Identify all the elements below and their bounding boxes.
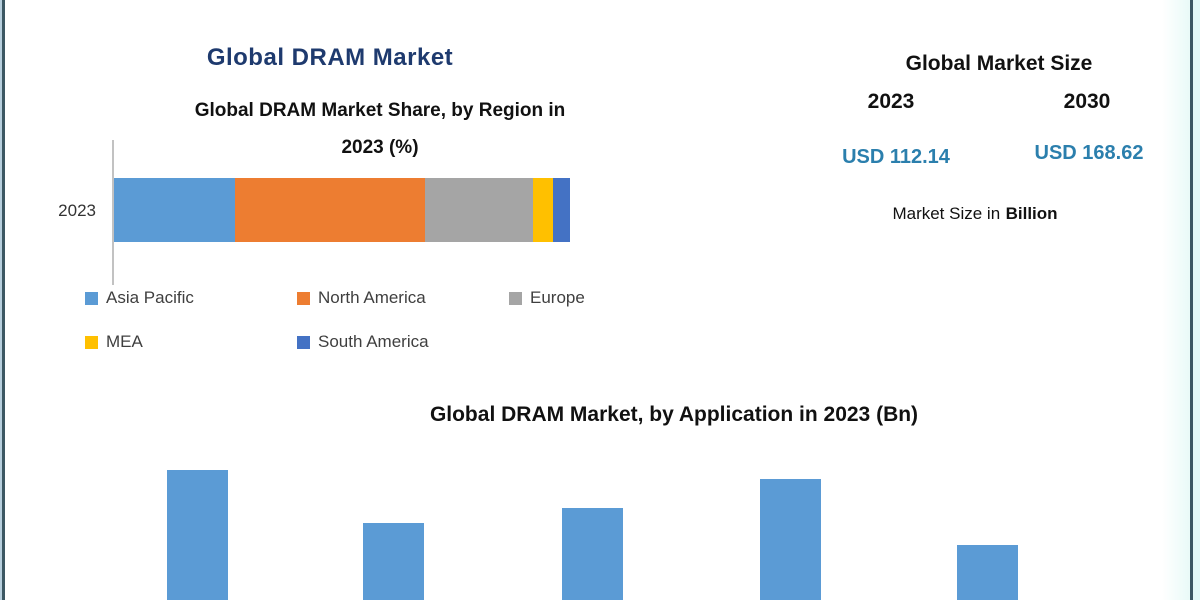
segment-south-america [553,178,570,242]
legend-label-north-america: North America [318,288,426,307]
market-size-footnote-prefix: Market Size in [892,204,1001,223]
application-chart-title: Global DRAM Market, by Application in 20… [429,403,919,426]
market-size-heading: Global Market Size [905,52,1093,75]
region-share-legend: Asia Pacific North America Europe MEA South … [85,288,625,352]
legend-item-mea: MEA [85,332,297,352]
application-bar-3 [562,508,623,600]
legend-item-asia-pacific: Asia Pacific [85,288,297,308]
market-size-footnote: Market Size in Billion [825,204,1125,224]
segment-north-america [234,178,425,242]
right-border-line [1190,0,1193,600]
legend-swatch-asia-pacific [85,291,98,305]
region-share-title-line1: Global DRAM Market Share, by Region in [194,100,566,121]
region-share-title-line2: 2023 (%) [341,137,419,158]
region-share-chart-title: Global DRAM Market Share, by Region in 2… [115,92,645,166]
application-bar-5 [957,545,1018,600]
segment-asia-pacific [114,178,235,242]
right-edge-fade [1162,0,1190,600]
market-size-value-2030: USD 168.62 [1034,142,1144,164]
application-bar-4 [760,479,821,600]
market-size-value-2023: USD 112.14 [842,146,950,168]
application-bar-1 [167,470,228,600]
segment-europe [424,178,534,242]
legend-item-europe: Europe [509,288,625,308]
region-share-y-axis [112,140,114,285]
legend-swatch-europe [509,291,522,305]
legend-label-mea: MEA [106,332,143,351]
region-share-stacked-bar [114,178,570,242]
legend-item-south-america: South America [297,332,509,352]
legend-label-south-america: South America [318,332,429,351]
region-share-category-label: 2023 [58,201,96,220]
application-bar-2 [363,523,424,600]
left-border-line [2,0,5,600]
legend-item-north-america: North America [297,288,509,308]
legend-swatch-south-america [297,335,310,349]
legend-swatch-mea [85,335,98,349]
left-edge-strip [0,0,2,600]
page-title: Global DRAM Market [206,44,454,71]
legend-label-europe: Europe [530,288,585,307]
segment-mea [533,178,554,242]
market-size-year-2030: 2030 [1063,90,1111,113]
legend-swatch-north-america [297,291,310,305]
market-size-year-2023: 2023 [867,90,915,113]
market-size-footnote-unit: Billion [1005,204,1058,223]
right-edge-strip [1193,0,1200,600]
legend-label-asia-pacific: Asia Pacific [106,288,194,307]
